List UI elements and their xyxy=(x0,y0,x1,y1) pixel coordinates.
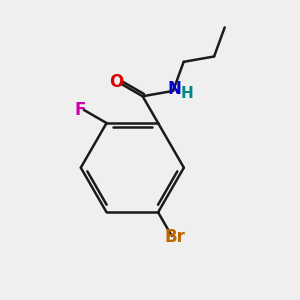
Text: Br: Br xyxy=(165,228,186,246)
Text: O: O xyxy=(109,73,123,91)
Text: F: F xyxy=(75,101,86,119)
Text: N: N xyxy=(168,80,182,98)
Text: H: H xyxy=(181,86,194,101)
